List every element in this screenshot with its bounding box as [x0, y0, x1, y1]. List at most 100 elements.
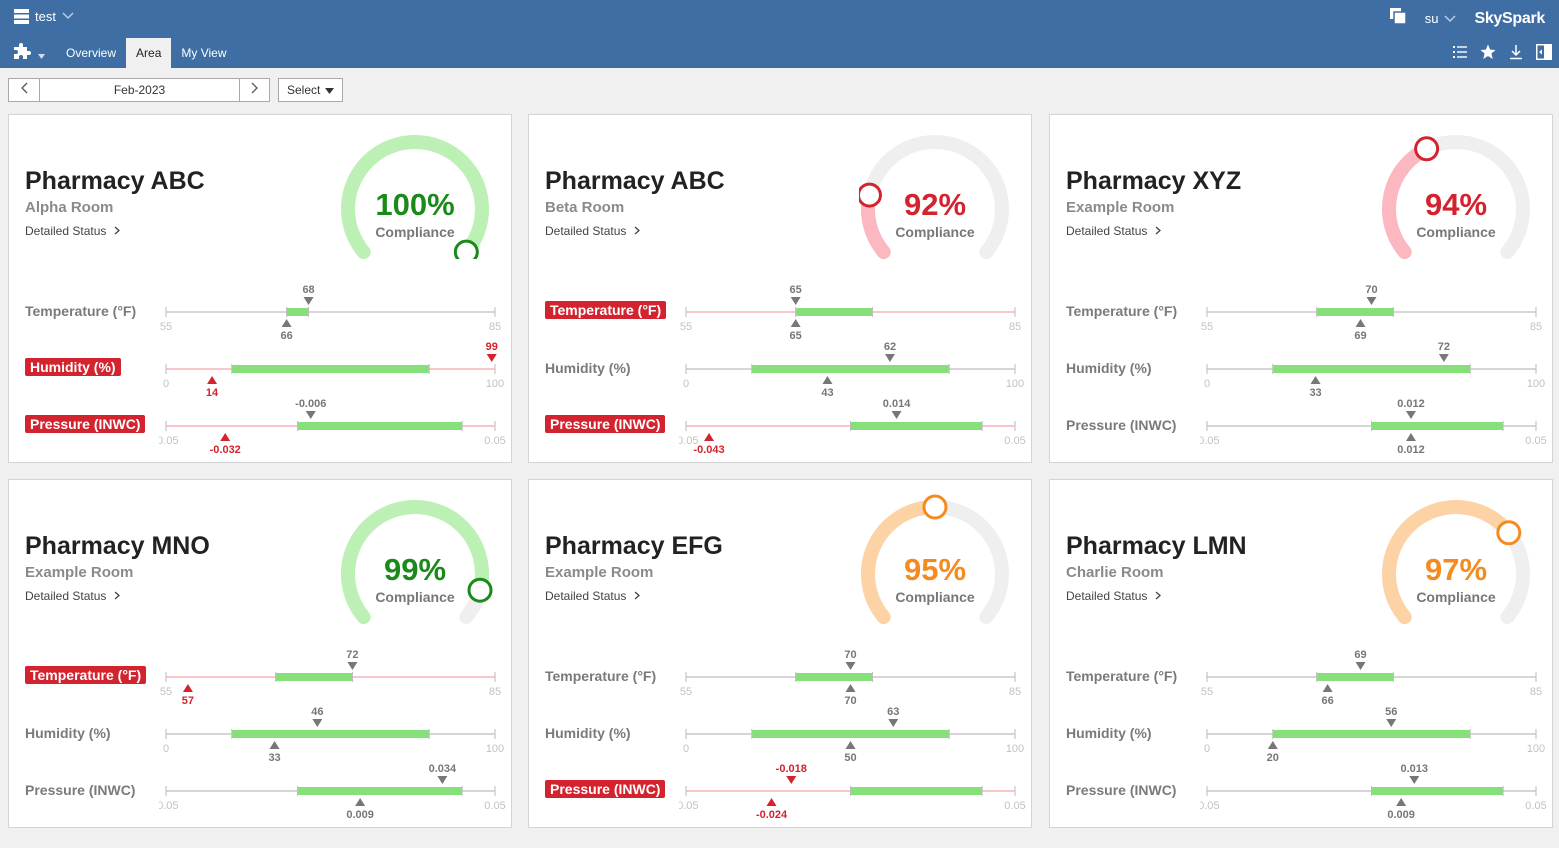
app-menu[interactable]: test: [14, 8, 74, 24]
grid-icon: [14, 8, 29, 24]
card-title: Pharmacy XYZ: [1066, 167, 1242, 195]
target-marker: [1409, 776, 1420, 784]
detailed-status-link[interactable]: Detailed Status: [25, 224, 121, 238]
metric-label: Pressure (INWC): [25, 782, 136, 798]
tab-my-view[interactable]: My View: [181, 46, 227, 60]
acceptable-range: [751, 365, 950, 373]
current-marker: [1355, 319, 1366, 327]
detailed-status-link[interactable]: Detailed Status: [1066, 589, 1162, 603]
card-title: Pharmacy MNO: [25, 532, 210, 560]
card-subtitle: Alpha Room: [25, 199, 114, 216]
target-value: 46: [311, 706, 323, 718]
axis-max-label: 100: [1006, 743, 1024, 755]
tab-area[interactable]: Area: [126, 38, 172, 68]
compliance-label: Compliance: [895, 589, 975, 605]
target-marker: [1386, 719, 1397, 727]
metric-label-alarm: Temperature (°F): [25, 666, 147, 684]
metric-label-alarm: Pressure (INWC): [545, 415, 666, 433]
next-period-button[interactable]: [239, 79, 269, 101]
target-marker: [486, 354, 497, 362]
pharmacy-card: Pharmacy MNO Example Room Detailed Status 9…: [8, 479, 512, 828]
metric-row: Pressure (INWC) -0.05 0.05 0.014 -0.043: [529, 397, 1033, 454]
acceptable-range: [1316, 673, 1394, 681]
card-title: Pharmacy EFG: [545, 532, 723, 560]
gauge-marker: [453, 239, 479, 259]
axis-max-label: 85: [1530, 686, 1542, 698]
star-icon[interactable]: [1479, 43, 1497, 61]
apps-menu[interactable]: [12, 43, 45, 66]
axis-min-label: 55: [680, 321, 692, 333]
download-icon[interactable]: [1507, 43, 1525, 61]
pharmacy-card: Pharmacy ABC Beta Room Detailed Status 92% C…: [528, 114, 1032, 463]
axis-max-label: 100: [486, 743, 504, 755]
target-value: 0.012: [1397, 398, 1425, 410]
panel-icon[interactable]: [1535, 43, 1553, 61]
target-marker: [347, 662, 358, 670]
acceptable-range: [795, 308, 873, 316]
tab-overview[interactable]: Overview: [66, 46, 117, 60]
current-value: 0.009: [346, 809, 374, 819]
target-marker: [437, 776, 448, 784]
axis-max-label: 100: [1006, 378, 1024, 390]
chevron-right-icon: [1155, 589, 1162, 603]
current-marker: [845, 741, 856, 749]
axis-max-label: 0.05: [1004, 800, 1025, 812]
acceptable-range: [231, 365, 430, 373]
axis-min-label: 0: [1204, 743, 1210, 755]
chevron-left-icon: [20, 81, 28, 99]
user-menu[interactable]: su: [1425, 11, 1457, 26]
target-value: -0.006: [295, 398, 326, 410]
current-value: 0.012: [1397, 444, 1425, 454]
detailed-status-link[interactable]: Detailed Status: [1066, 224, 1162, 238]
card-title: Pharmacy ABC: [25, 167, 205, 195]
target-value: 0.014: [883, 398, 911, 410]
metric-chart: 0 100 72 33: [1204, 341, 1545, 397]
current-marker: [207, 376, 218, 384]
select-label: Select: [287, 83, 321, 97]
detailed-status-link[interactable]: Detailed Status: [545, 589, 641, 603]
metric-row: Temperature (°F) 55 85 70 69: [1050, 283, 1554, 340]
metric-chart: 0 100 56 20: [1204, 706, 1545, 762]
acceptable-range: [1371, 422, 1504, 430]
target-value: 65: [790, 284, 802, 296]
metric-label: Humidity (%): [1066, 360, 1152, 376]
date-selector[interactable]: Feb-2023: [39, 79, 239, 101]
axis-max-label: 85: [1530, 321, 1542, 333]
windows-icon[interactable]: [1389, 7, 1407, 30]
target-marker: [312, 719, 323, 727]
gauge-fill: [861, 500, 942, 624]
chevron-down-icon: [62, 12, 74, 20]
axis-max-label: 85: [489, 686, 501, 698]
target-marker: [305, 411, 316, 419]
metric-row: Pressure (INWC) -0.05 0.05 -0.006 -0.032: [9, 397, 513, 454]
detailed-status-label: Detailed Status: [25, 589, 107, 603]
metric-chart: -0.05 0.05 -0.006 -0.032: [159, 398, 506, 454]
acceptable-range: [1272, 365, 1471, 373]
gauge-marker: [467, 577, 493, 603]
detailed-status-label: Detailed Status: [545, 589, 627, 603]
metric-chart: 55 85 68 66: [160, 284, 501, 340]
target-value: 62: [884, 341, 896, 353]
axis-max-label: 0.05: [484, 800, 505, 812]
target-marker: [888, 719, 899, 727]
target-value: 70: [844, 649, 856, 661]
prev-period-button[interactable]: [9, 79, 39, 101]
target-marker: [891, 411, 902, 419]
metric-label: Pressure (INWC): [1066, 782, 1177, 798]
list-icon[interactable]: [1451, 43, 1469, 61]
detailed-status-link[interactable]: Detailed Status: [25, 589, 121, 603]
axis-min-label: -0.05: [679, 800, 699, 812]
compliance-value: 100%: [375, 187, 455, 222]
metric-row: Humidity (%) 0 100 56 20: [1050, 705, 1554, 762]
current-marker: [1405, 433, 1416, 441]
current-marker: [220, 433, 231, 441]
axis-max-label: 85: [1009, 321, 1021, 333]
metric-row: Pressure (INWC) -0.05 0.05 0.013 0.009: [1050, 762, 1554, 819]
brand-logo: SkySpark: [1474, 9, 1545, 27]
select-dropdown[interactable]: Select: [278, 78, 344, 102]
detailed-status-link[interactable]: Detailed Status: [545, 224, 641, 238]
current-marker: [822, 376, 833, 384]
target-value: 56: [1385, 706, 1397, 718]
current-marker: [845, 684, 856, 692]
axis-min-label: 0: [1204, 378, 1210, 390]
